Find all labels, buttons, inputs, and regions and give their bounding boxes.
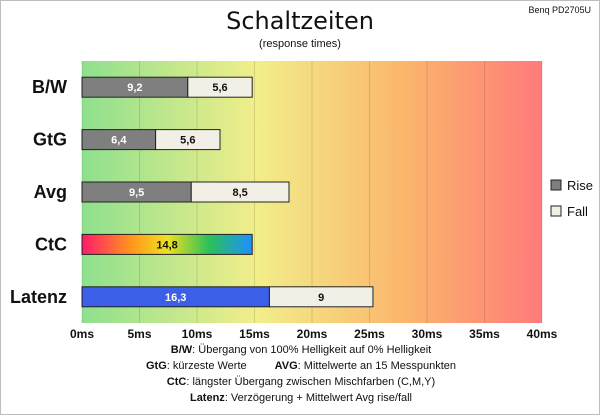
category-label: Avg (34, 182, 67, 202)
legend-label: Rise (567, 178, 593, 193)
monitor-model: Benq PD2705U (528, 5, 591, 15)
legend: Rise Fall (550, 178, 593, 219)
note-text: : kürzeste Werte (166, 360, 247, 372)
note-key: AVG (274, 360, 298, 372)
category-label: GtG (33, 130, 67, 150)
x-tick-label: 0ms (70, 327, 94, 341)
bar-value-label: 9,2 (127, 82, 142, 94)
category-label: CtC (35, 234, 67, 254)
bar-value-label: 16,3 (165, 292, 186, 304)
x-tick-label: 10ms (182, 327, 213, 341)
x-tick-label: 5ms (127, 327, 151, 341)
category-label: Latenz (10, 287, 67, 307)
bar-value-label: 9 (318, 292, 324, 304)
bar-value-label: 9,5 (129, 187, 144, 199)
x-tick-label: 20ms (297, 327, 328, 341)
notes: B/W: Übergang von 100% Helligkeit auf 0%… (1, 342, 600, 406)
bar-rise (81, 233, 253, 255)
note-key: B/W (170, 344, 193, 356)
bar-fall (190, 181, 290, 203)
chart-title: Schaltzeiten (226, 7, 374, 35)
legend-label: Fall (567, 204, 588, 219)
x-tick-label: 40ms (527, 327, 558, 341)
bars: 9,2 5,6 6,4 5,6 9,5 8,5 14,8 16,3 9 (81, 76, 374, 308)
x-axis-ticks: 0ms 5ms 10ms 15ms 20ms 25ms 30ms 35ms 40ms (70, 327, 558, 341)
x-tick-label: 30ms (412, 327, 443, 341)
bar-fall (187, 76, 253, 98)
x-tick-label: 15ms (239, 327, 270, 341)
x-tick-label: 25ms (354, 327, 385, 341)
note-text: : längster Übergang zwischen Mischfarben… (186, 376, 436, 388)
legend-swatch-rise (550, 179, 562, 191)
chart-subtitle: (response times) (259, 38, 341, 50)
x-tick-label: 35ms (469, 327, 500, 341)
note-bw: B/W: Übergang von 100% Helligkeit auf 0%… (1, 342, 600, 358)
note-text: : Mittelwerte an 15 Messpunkten (297, 360, 457, 372)
bar-value-label: 6,4 (111, 135, 127, 147)
note-key: GtG (145, 360, 167, 372)
grid-lines (81, 61, 543, 323)
note-ctc: CtC: längster Übergang zwischen Mischfar… (1, 374, 600, 390)
note-text: : Übergang von 100% Helligkeit auf 0% He… (192, 344, 432, 356)
category-label: B/W (32, 77, 67, 97)
bar-value-label: 5,6 (212, 82, 227, 94)
bar-value-label: 5,6 (180, 135, 195, 147)
bar-fall (268, 286, 374, 308)
note-key: CtC (166, 376, 187, 388)
note-gtg-avg: GtG: kürzeste Werte AVG: Mittelwerte an 1… (1, 358, 600, 374)
note-key: Latenz (189, 392, 225, 404)
bar-value-label: 14,8 (156, 239, 177, 251)
category-labels: B/W GtG Avg CtC Latenz (10, 77, 67, 307)
legend-swatch-fall (550, 205, 562, 217)
note-text: : Verzögerung + Mittelwert Avg rise/fall (224, 392, 413, 404)
bar-fall (155, 129, 221, 151)
bar-value-label: 8,5 (232, 187, 247, 199)
note-latenz: Latenz: Verzögerung + Mittelwert Avg ris… (1, 390, 600, 406)
